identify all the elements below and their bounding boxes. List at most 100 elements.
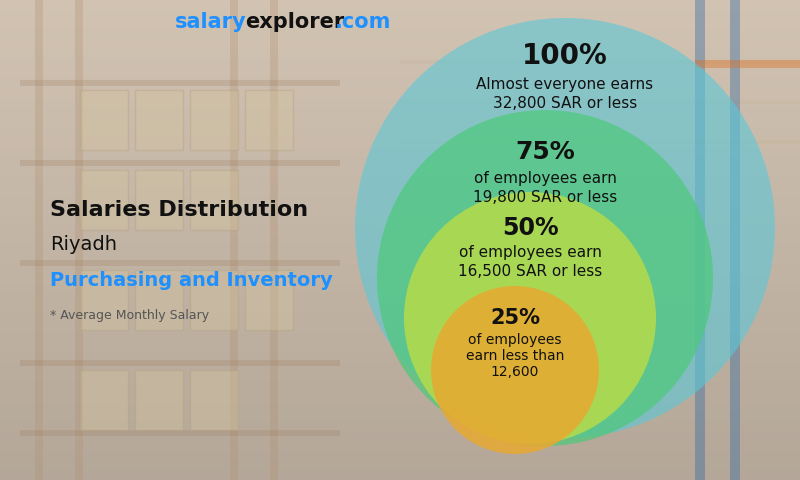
- Bar: [0, 343, 800, 353]
- Bar: [0, 176, 800, 186]
- Bar: [190, 170, 238, 230]
- Bar: [190, 370, 238, 430]
- Bar: [0, 392, 800, 402]
- Bar: [0, 186, 800, 196]
- Bar: [0, 78, 800, 88]
- Bar: [0, 147, 800, 157]
- Bar: [0, 245, 800, 255]
- Text: 16,500 SAR or less: 16,500 SAR or less: [458, 264, 602, 279]
- Bar: [270, 0, 278, 480]
- Bar: [20, 80, 340, 86]
- Text: of employees earn: of employees earn: [458, 244, 602, 260]
- Ellipse shape: [431, 286, 599, 454]
- Bar: [0, 225, 800, 235]
- Bar: [190, 270, 238, 330]
- Bar: [190, 90, 238, 150]
- Bar: [0, 29, 800, 39]
- Bar: [0, 137, 800, 147]
- Bar: [135, 370, 183, 430]
- Bar: [135, 170, 183, 230]
- Bar: [0, 460, 800, 470]
- Bar: [0, 441, 800, 451]
- Text: 25%: 25%: [490, 308, 540, 328]
- Text: salary: salary: [175, 12, 246, 32]
- Text: 50%: 50%: [502, 216, 558, 240]
- Bar: [0, 362, 800, 372]
- Bar: [0, 323, 800, 333]
- Bar: [0, 235, 800, 245]
- Bar: [80, 170, 128, 230]
- Bar: [0, 353, 800, 362]
- Bar: [400, 60, 800, 64]
- Text: * Average Monthly Salary: * Average Monthly Salary: [50, 309, 209, 322]
- Ellipse shape: [404, 192, 656, 444]
- Bar: [0, 108, 800, 118]
- Text: Salaries Distribution: Salaries Distribution: [50, 200, 308, 220]
- Bar: [20, 360, 340, 366]
- Bar: [400, 140, 800, 144]
- Ellipse shape: [377, 110, 713, 446]
- Bar: [0, 167, 800, 176]
- Bar: [695, 60, 800, 68]
- Bar: [135, 90, 183, 150]
- Text: of employees earn: of employees earn: [474, 170, 617, 185]
- Text: of employees: of employees: [468, 333, 562, 347]
- Bar: [0, 98, 800, 108]
- Bar: [0, 69, 800, 78]
- Bar: [0, 264, 800, 274]
- Text: .com: .com: [335, 12, 391, 32]
- Bar: [0, 0, 800, 10]
- Bar: [0, 157, 800, 167]
- Text: 19,800 SAR or less: 19,800 SAR or less: [473, 191, 617, 205]
- Bar: [0, 216, 800, 225]
- Bar: [0, 313, 800, 323]
- Bar: [0, 274, 800, 284]
- Text: 12,600: 12,600: [491, 365, 539, 379]
- Bar: [0, 451, 800, 460]
- Bar: [245, 90, 293, 150]
- Bar: [135, 270, 183, 330]
- Bar: [0, 402, 800, 411]
- Bar: [0, 88, 800, 98]
- Bar: [0, 431, 800, 441]
- Bar: [20, 160, 340, 166]
- Bar: [0, 382, 800, 392]
- Bar: [0, 470, 800, 480]
- Text: Riyadh: Riyadh: [50, 236, 117, 254]
- Bar: [230, 0, 238, 480]
- Bar: [0, 10, 800, 20]
- Bar: [80, 370, 128, 430]
- Bar: [0, 304, 800, 313]
- Text: Purchasing and Inventory: Purchasing and Inventory: [50, 271, 333, 289]
- Bar: [0, 49, 800, 59]
- Bar: [730, 0, 740, 480]
- Bar: [0, 20, 800, 29]
- Text: earn less than: earn less than: [466, 349, 564, 363]
- Bar: [80, 270, 128, 330]
- Bar: [400, 100, 800, 104]
- Bar: [0, 284, 800, 294]
- Bar: [0, 255, 800, 264]
- Bar: [35, 0, 43, 480]
- Bar: [75, 0, 83, 480]
- Text: 32,800 SAR or less: 32,800 SAR or less: [493, 96, 637, 111]
- Text: Almost everyone earns: Almost everyone earns: [477, 76, 654, 92]
- Bar: [0, 127, 800, 137]
- Bar: [0, 39, 800, 49]
- Bar: [20, 260, 340, 266]
- Text: explorer: explorer: [245, 12, 344, 32]
- Ellipse shape: [355, 18, 775, 438]
- Bar: [0, 206, 800, 216]
- Bar: [0, 118, 800, 127]
- Bar: [20, 430, 340, 436]
- Bar: [0, 333, 800, 343]
- Bar: [0, 421, 800, 431]
- Bar: [695, 0, 705, 480]
- Bar: [0, 372, 800, 382]
- Bar: [0, 411, 800, 421]
- Bar: [0, 294, 800, 304]
- Bar: [245, 270, 293, 330]
- Bar: [0, 196, 800, 206]
- Bar: [80, 90, 128, 150]
- Text: 75%: 75%: [515, 140, 575, 164]
